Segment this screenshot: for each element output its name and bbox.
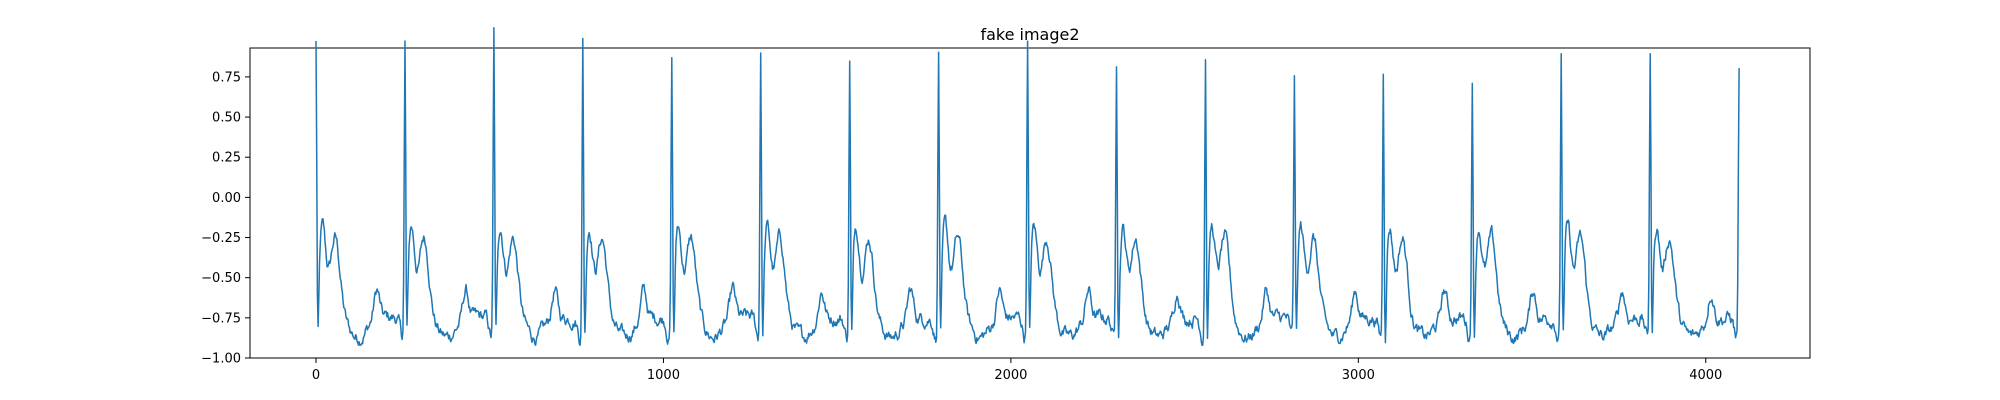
x-tick-label: 2000 [994, 368, 1027, 383]
y-tick-label: −0.50 [201, 271, 241, 286]
y-tick-label: −0.25 [201, 231, 241, 246]
series-line [315, 27, 1740, 346]
y-tick-label: 0.00 [212, 191, 241, 206]
chart-title: fake image2 [980, 25, 1079, 44]
x-axis: 0 1000 2000 3000 4000 [312, 358, 1722, 383]
x-tick-label: 3000 [1342, 368, 1375, 383]
x-tick-label: 1000 [647, 368, 680, 383]
y-tick-label: −0.75 [201, 311, 241, 326]
y-tick-label: 0.25 [212, 151, 241, 166]
y-axis: 0.75 0.50 0.25 0.00 −0.25 −0.50 −0.75 −1.00 [201, 70, 250, 367]
y-tick-label: 0.75 [212, 70, 241, 85]
y-tick-label: −1.00 [201, 352, 241, 367]
y-tick-label: 0.50 [212, 111, 241, 126]
plot-area [249, 47, 1811, 359]
x-tick-label: 0 [312, 368, 320, 383]
x-tick-label: 4000 [1689, 368, 1722, 383]
